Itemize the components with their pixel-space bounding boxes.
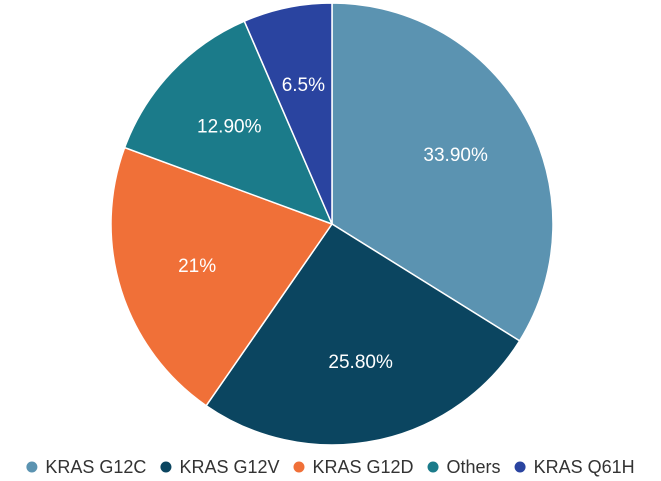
pie-slice-labels: 33.90% 25.80% 21% 12.90% 6.5% bbox=[178, 75, 488, 373]
legend-label-others: Others bbox=[447, 457, 501, 477]
pie-slice-kras-g12v bbox=[205, 222, 521, 446]
legend: KRAS G12C KRAS G12V KRAS G12D Others KRAS Q6… bbox=[26, 457, 635, 477]
legend-item-others: Others bbox=[427, 457, 501, 477]
legend-marker-kras-g12v bbox=[160, 461, 172, 473]
legend-marker-others bbox=[427, 461, 439, 473]
data-label-others: 12.90% bbox=[197, 116, 262, 137]
legend-label-kras-g12c: KRAS G12C bbox=[45, 457, 146, 477]
data-label-kras-g12v: 25.80% bbox=[328, 352, 393, 373]
data-label-kras-g12d: 21% bbox=[178, 256, 216, 277]
legend-marker-kras-g12c bbox=[26, 461, 38, 473]
legend-marker-kras-q61h bbox=[514, 461, 526, 473]
legend-label-kras-g12d: KRAS G12D bbox=[312, 457, 413, 477]
pie-slice-others bbox=[123, 20, 334, 226]
legend-item-kras-q61h: KRAS Q61H bbox=[514, 457, 635, 477]
legend-item-kras-g12c: KRAS G12C bbox=[26, 457, 146, 477]
pie-slice-kras-g12d bbox=[110, 146, 334, 407]
pie-slice-kras-g12c bbox=[331, 2, 554, 342]
data-label-kras-g12c: 33.90% bbox=[423, 145, 488, 166]
legend-label-kras-q61h: KRAS Q61H bbox=[534, 457, 635, 477]
legend-item-kras-g12d: KRAS G12D bbox=[293, 457, 414, 477]
pie-slice-kras-q61h bbox=[243, 2, 333, 225]
legend-item-kras-g12v: KRAS G12V bbox=[160, 457, 279, 477]
legend-marker-kras-g12d bbox=[293, 461, 305, 473]
data-label-kras-q61h: 6.5% bbox=[282, 75, 325, 96]
legend-label-kras-g12v: KRAS G12V bbox=[179, 457, 279, 477]
pie-slices bbox=[110, 2, 554, 446]
